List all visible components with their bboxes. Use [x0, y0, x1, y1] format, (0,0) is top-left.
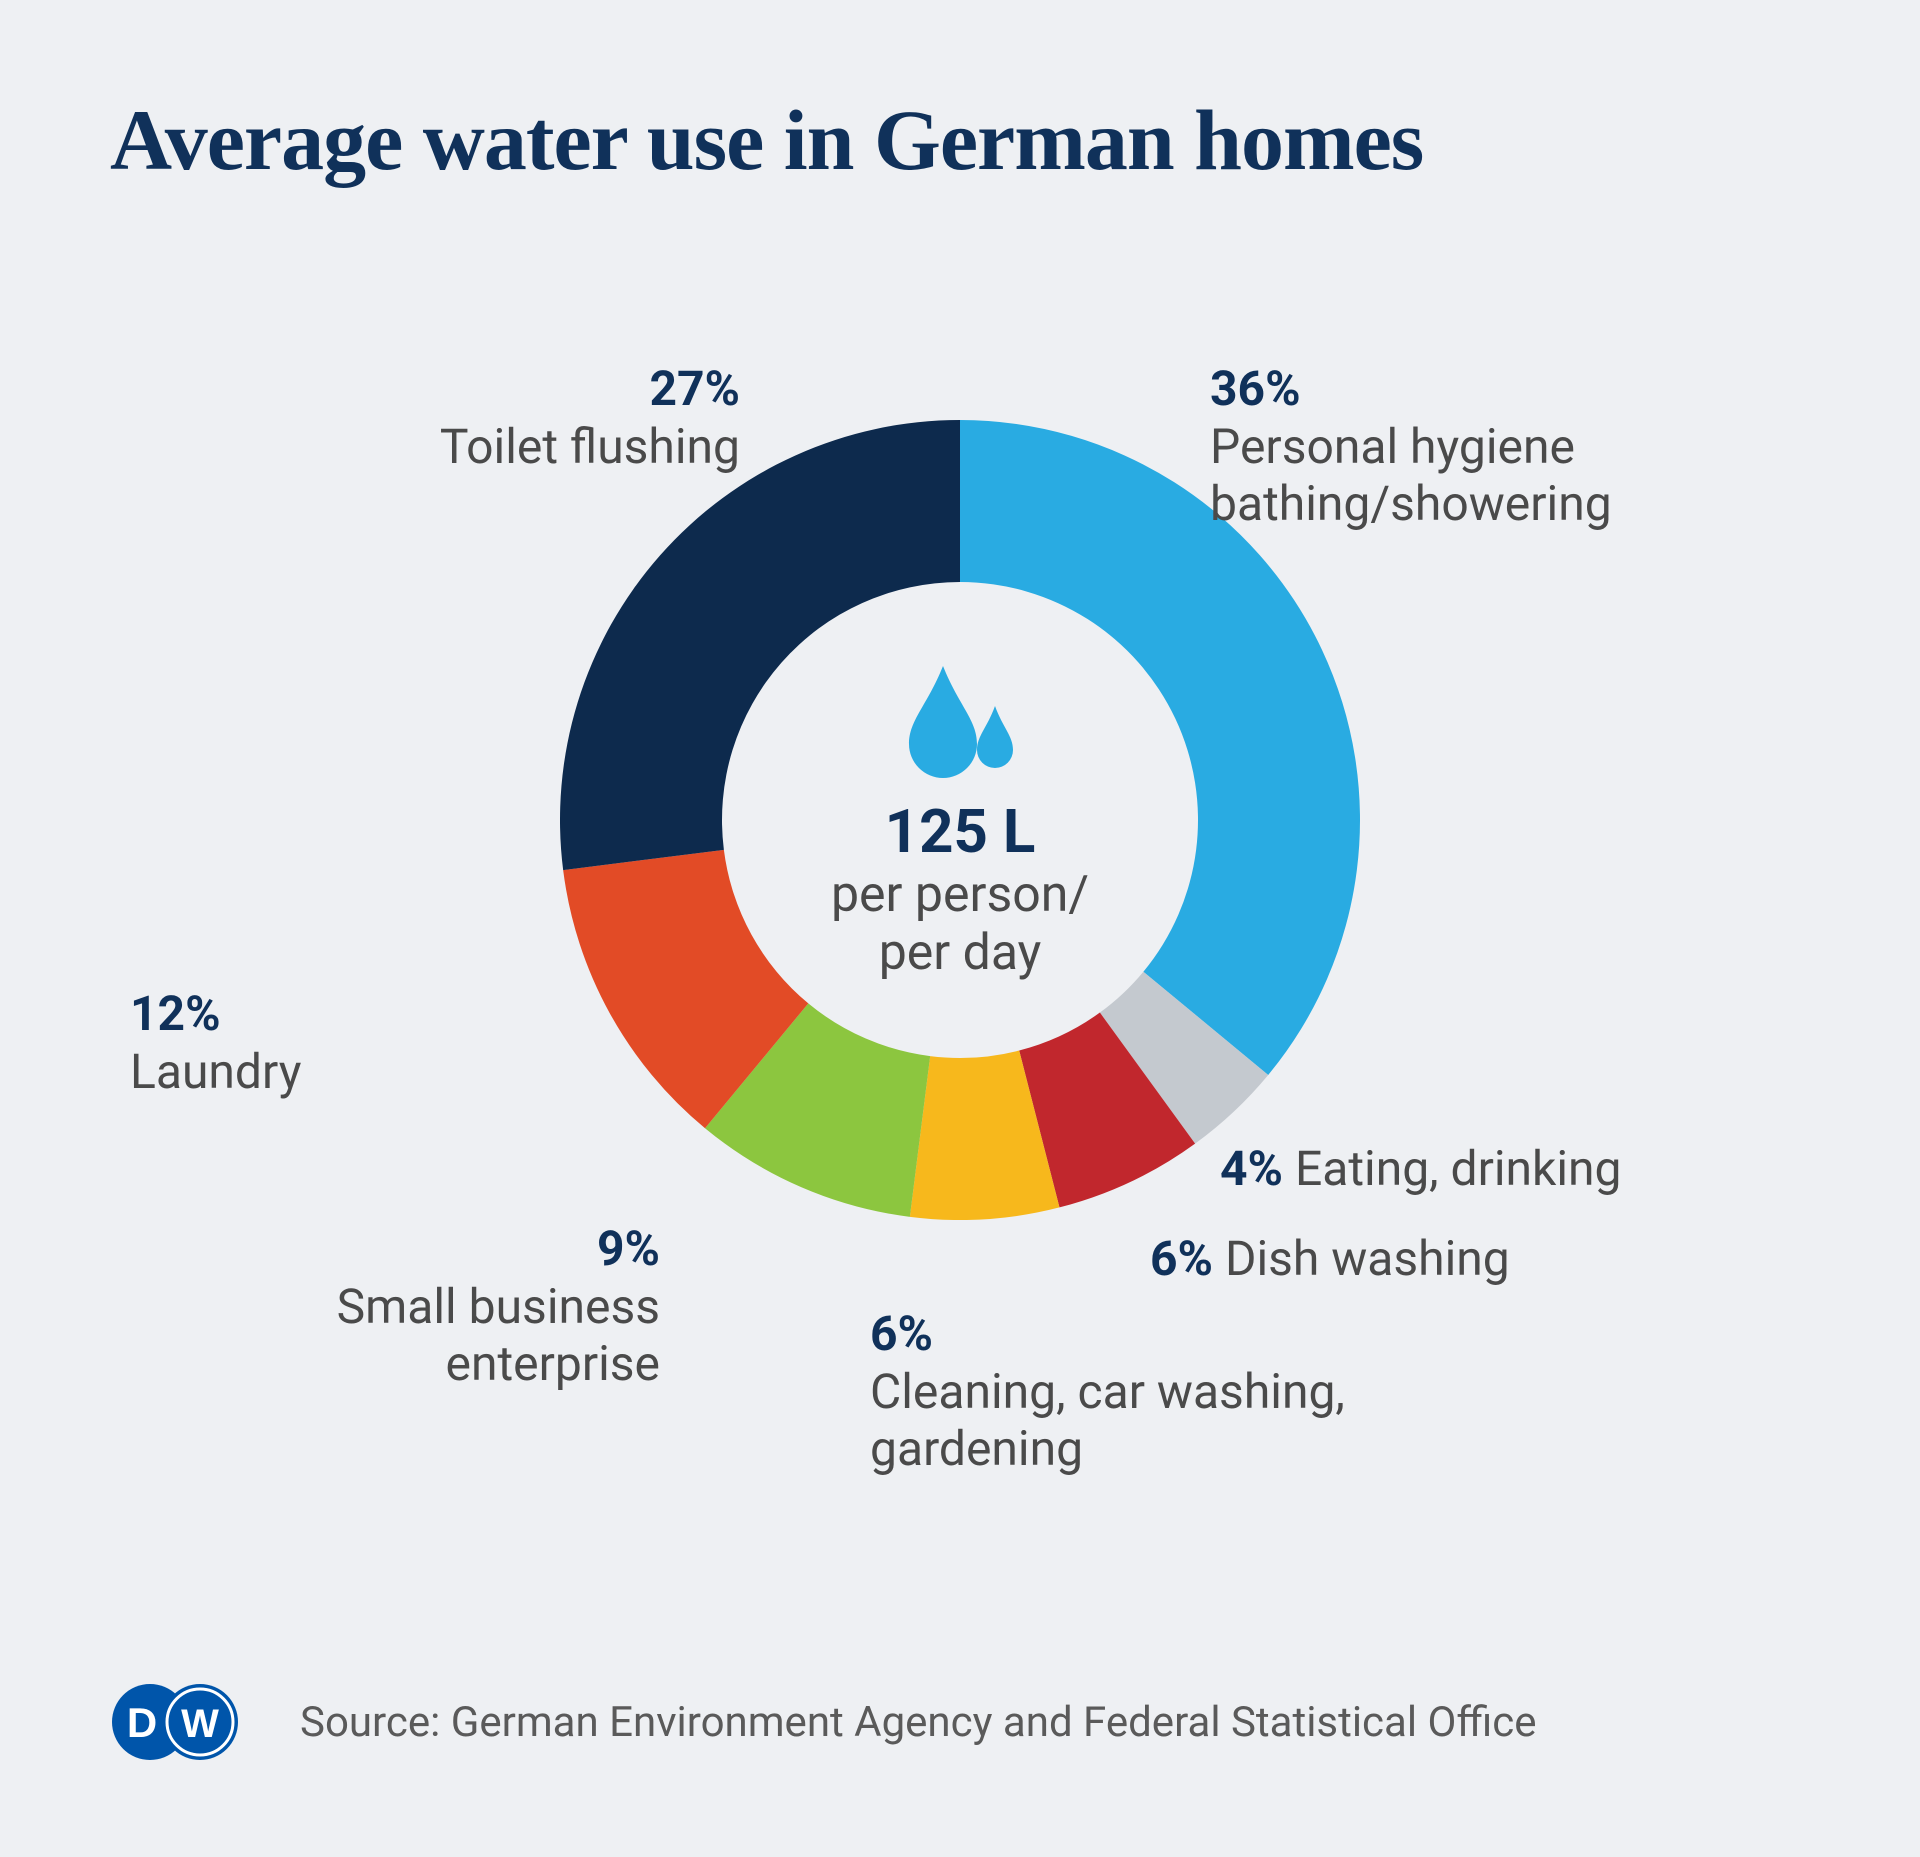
label-toilet-pct: 27%	[649, 360, 740, 417]
svg-text:D: D	[127, 1699, 157, 1746]
center-sub-2: per day	[780, 925, 1140, 983]
water-drop-icon	[780, 658, 1140, 778]
label-toilet-text: Toilet flushing	[320, 418, 740, 476]
label-smallbiz: 9%Small business enterprise	[240, 1220, 660, 1393]
label-dish-text: Dish washing	[1213, 1230, 1510, 1287]
label-laundry-text: Laundry	[130, 1043, 690, 1101]
source-text: Source: German Environment Agency and Fe…	[300, 1698, 1537, 1747]
label-cleaning-text: Cleaning, car washing, gardening	[870, 1363, 1430, 1478]
label-hygiene-pct: 36%	[1210, 360, 1301, 417]
label-hygiene-text: Personal hygiene bathing/showering	[1210, 418, 1770, 533]
chart-title: Average water use in German homes	[110, 90, 1423, 190]
label-hygiene: 36%Personal hygiene bathing/showering	[1210, 360, 1770, 533]
label-dish-pct: 6%	[1150, 1230, 1213, 1287]
label-cleaning: 6%Cleaning, car washing, gardening	[870, 1305, 1430, 1478]
label-eating-pct: 4%	[1220, 1140, 1283, 1197]
svg-text:W: W	[181, 1702, 219, 1746]
label-dish: 6% Dish washing	[1150, 1230, 1710, 1288]
label-eating: 4% Eating, drinking	[1220, 1140, 1780, 1198]
label-laundry: 12%Laundry	[130, 985, 690, 1100]
dw-logo: DW	[110, 1682, 240, 1762]
center-content: 125 L per person/ per day	[780, 658, 1140, 982]
center-value: 125 L	[780, 796, 1140, 867]
label-cleaning-pct: 6%	[870, 1305, 933, 1362]
label-toilet: 27%Toilet flushing	[320, 360, 740, 475]
label-laundry-pct: 12%	[130, 985, 221, 1042]
label-eating-text: Eating, drinking	[1283, 1140, 1621, 1197]
label-smallbiz-pct: 9%	[597, 1220, 660, 1277]
center-sub-1: per person/	[780, 867, 1140, 925]
footer: DW Source: German Environment Agency and…	[110, 1682, 1537, 1762]
label-smallbiz-text: Small business enterprise	[240, 1278, 660, 1393]
